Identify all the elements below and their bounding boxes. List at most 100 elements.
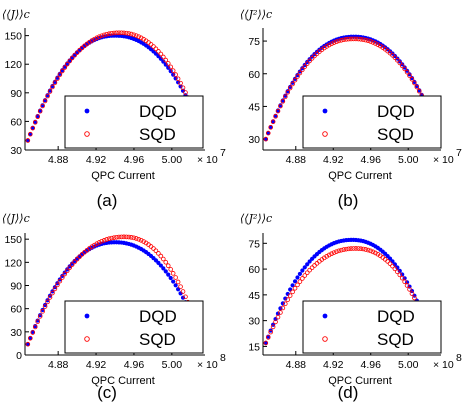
y-tick-label: 60 <box>248 69 260 81</box>
data-point-sqd <box>178 80 183 86</box>
data-point-sqd <box>358 246 364 251</box>
y-tick-label: 15 <box>248 341 260 353</box>
data-point-dqd <box>307 259 312 264</box>
data-point-sqd <box>131 32 137 38</box>
data-point-sqd <box>183 294 188 300</box>
data-point-sqd <box>409 76 415 82</box>
x-tick-label: 4.96 <box>124 359 145 371</box>
data-point-sqd <box>60 68 65 74</box>
data-point-sqd <box>42 98 48 104</box>
data-point-dqd <box>402 65 407 70</box>
panel-caption: (b) <box>338 191 359 210</box>
data-point-sqd <box>72 259 77 265</box>
legend-marker-dqd <box>322 108 328 114</box>
data-point-dqd <box>302 265 307 270</box>
data-point-sqd <box>309 265 315 271</box>
data-point-sqd <box>278 103 283 109</box>
data-point-sqd <box>138 35 144 41</box>
data-point-sqd <box>138 238 144 243</box>
x-multiplier-exponent: 8 <box>456 352 462 364</box>
data-point-sqd <box>126 31 132 36</box>
data-point-sqd <box>360 37 366 42</box>
data-point-sqd <box>94 35 100 41</box>
data-point-sqd <box>92 36 97 42</box>
data-point-sqd <box>412 295 417 301</box>
data-point-sqd <box>390 263 395 269</box>
legend: DQD SQD <box>302 95 442 149</box>
data-point-sqd <box>324 254 330 259</box>
data-point-sqd <box>45 93 50 99</box>
data-point-sqd <box>336 248 342 254</box>
data-point-sqd <box>165 61 171 66</box>
x-multiplier-exponent: 7 <box>220 147 226 159</box>
data-point-sqd <box>292 77 298 83</box>
data-point-sqd <box>151 246 156 251</box>
data-point-sqd <box>295 282 300 288</box>
data-point-sqd <box>304 61 310 66</box>
data-point-sqd <box>168 267 174 272</box>
data-point-dqd <box>292 279 298 284</box>
legend-label-dqd: DQD <box>139 307 177 326</box>
data-point-sqd <box>290 81 295 87</box>
data-point-dqd <box>161 59 166 64</box>
data-point-sqd <box>40 309 45 314</box>
data-point-dqd <box>166 272 171 277</box>
data-point-dqd <box>163 269 168 274</box>
data-point-dqd <box>288 287 293 292</box>
data-point-sqd <box>263 136 269 142</box>
data-point-sqd <box>407 287 412 292</box>
data-point-dqd <box>178 84 183 89</box>
data-point-sqd <box>292 285 298 291</box>
data-point-sqd <box>295 74 300 79</box>
legend-box <box>64 300 204 354</box>
data-point-sqd <box>47 295 53 300</box>
data-point-dqd <box>300 268 305 273</box>
data-point-sqd <box>300 67 305 73</box>
data-point-sqd <box>302 64 308 69</box>
data-point-dqd <box>297 271 303 277</box>
data-point-sqd <box>109 235 114 241</box>
data-point-sqd <box>104 31 109 37</box>
x-multiplier-exponent: 7 <box>456 147 462 159</box>
data-point-sqd <box>351 36 356 42</box>
data-point-sqd <box>324 44 330 49</box>
data-point-sqd <box>392 55 398 60</box>
legend-marker-sqd <box>322 131 328 137</box>
data-point-dqd <box>40 307 45 313</box>
data-point-sqd <box>50 84 55 90</box>
data-point-sqd <box>104 237 109 242</box>
x-tick-label: 4.96 <box>361 154 382 166</box>
data-point-sqd <box>170 271 176 276</box>
data-point-sqd <box>45 299 50 305</box>
data-point-sqd <box>373 250 378 256</box>
data-point-sqd <box>329 41 334 47</box>
data-point-sqd <box>119 30 124 36</box>
data-point-sqd <box>273 114 278 119</box>
data-point-dqd <box>266 130 271 136</box>
data-point-sqd <box>114 30 119 36</box>
data-point-sqd <box>25 341 31 347</box>
data-point-sqd <box>326 42 332 48</box>
data-point-sqd <box>348 36 354 42</box>
data-point-sqd <box>331 250 337 255</box>
data-point-sqd <box>263 340 269 346</box>
y-tick-label: 45 <box>248 101 260 113</box>
data-point-sqd <box>67 265 73 270</box>
data-point-sqd <box>99 33 105 39</box>
data-point-sqd <box>390 53 395 58</box>
legend-label-dqd: DQD <box>377 307 415 326</box>
x-tick-label: 4.88 <box>48 359 69 371</box>
data-point-dqd <box>263 340 268 346</box>
data-point-sqd <box>52 286 58 292</box>
data-point-sqd <box>40 103 45 109</box>
data-point-sqd <box>165 263 171 269</box>
x-tick-label: 5.00 <box>162 359 183 371</box>
data-point-sqd <box>287 85 293 91</box>
data-point-sqd <box>116 234 122 240</box>
data-point-sqd <box>99 239 105 244</box>
data-point-sqd <box>96 240 102 245</box>
data-point-dqd <box>163 62 168 67</box>
data-point-sqd <box>329 251 334 257</box>
data-point-dqd <box>283 296 288 301</box>
data-point-sqd <box>57 72 63 78</box>
